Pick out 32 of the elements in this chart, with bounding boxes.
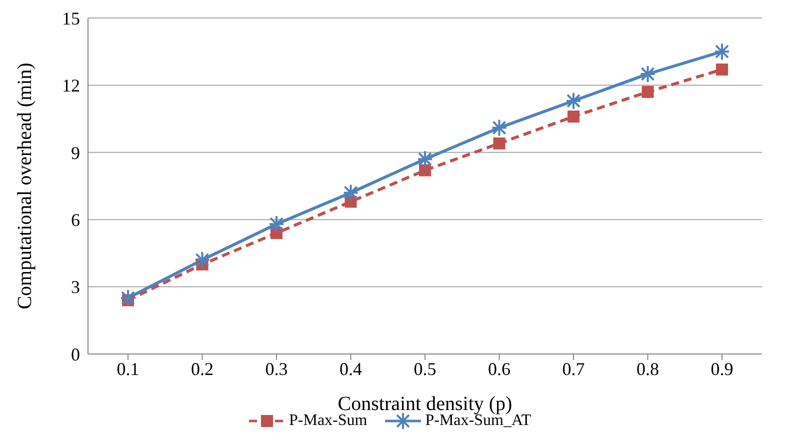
point (714, 42, 730, 61)
point (493, 137, 506, 150)
y-axis-title: Computational overhead (min) (14, 62, 36, 310)
x-tick-label: 0.5 (414, 358, 436, 379)
x-tick-label: 0.8 (636, 358, 659, 379)
y-tick-label: 0 (71, 344, 80, 364)
y-tick-label: 9 (71, 142, 80, 163)
point (566, 92, 582, 110)
y-tick-label: 3 (71, 277, 80, 298)
x-tick-label: 0.1 (116, 358, 140, 379)
point (568, 110, 580, 123)
x-tick-label: 0.6 (488, 358, 510, 379)
point (716, 64, 728, 76)
point (342, 184, 359, 202)
y-tick-label: 12 (62, 76, 80, 96)
x-axis-title: Constraint density (p) (338, 393, 512, 415)
x-tick-label: 0.7 (562, 358, 585, 379)
legend-label: P-Max-Sum (288, 412, 368, 430)
point (642, 86, 654, 98)
point (419, 164, 431, 176)
y-tick-label: 15 (62, 8, 80, 28)
x-tick-label: 0.4 (340, 358, 362, 379)
y-tick-label: 6 (71, 210, 80, 230)
point (120, 289, 136, 307)
point (417, 150, 433, 168)
point (640, 65, 656, 83)
point (194, 250, 210, 269)
x-tick-label: 0.9 (710, 358, 734, 379)
x-tick-label: 0.3 (265, 358, 288, 379)
point (491, 118, 508, 137)
point (268, 215, 284, 234)
x-tick-label: 0.2 (191, 358, 214, 379)
